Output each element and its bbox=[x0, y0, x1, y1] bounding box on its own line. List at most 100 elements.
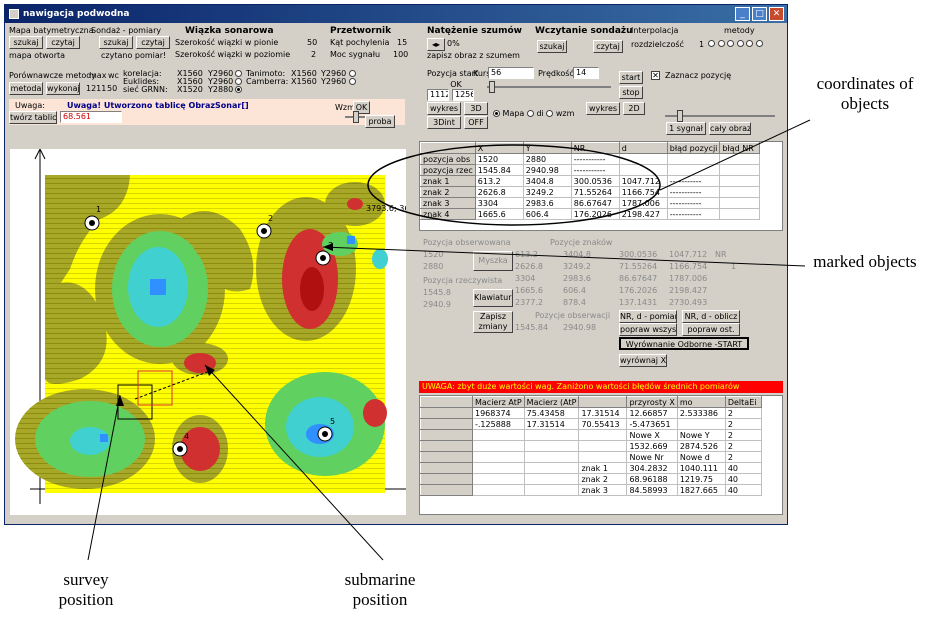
table-row[interactable]: pozycja rzec 1545.84 2940.98 ----------- bbox=[420, 164, 761, 176]
kurs-input[interactable]: 56 bbox=[488, 67, 534, 79]
pozycja-start-label: Pozycja start bbox=[427, 69, 479, 78]
2d-button[interactable]: 2D bbox=[623, 102, 645, 115]
callout-submarine: submarine position bbox=[344, 570, 416, 609]
radio-tanimoto[interactable] bbox=[349, 69, 356, 78]
stop-button[interactable]: stop bbox=[619, 86, 643, 99]
table-cell[interactable] bbox=[420, 484, 473, 496]
marker-4: 4 bbox=[172, 432, 189, 457]
maximize-icon[interactable]: □ bbox=[752, 7, 767, 21]
y-axis-arrow bbox=[34, 147, 46, 160]
znak-value: 878.4 bbox=[563, 298, 586, 307]
uwaga-label: Uwaga: bbox=[15, 101, 45, 110]
marked-objects: 1 2 3 4 5 bbox=[84, 205, 335, 457]
szukaj-map-button[interactable]: szukaj bbox=[9, 36, 43, 49]
znak-value: 71.55264 bbox=[619, 262, 658, 271]
szumy-spinner[interactable]: ◂▸ bbox=[427, 38, 445, 51]
obs-x: 1520 bbox=[423, 250, 444, 259]
proba-button[interactable]: proba bbox=[365, 115, 395, 128]
sonar-map-svg[interactable]: 1 2 3 4 5 3793.6; 3642 bbox=[10, 147, 420, 515]
predkosc-input[interactable]: 14 bbox=[573, 67, 599, 79]
coord-readout: 3793.6; 3642 bbox=[366, 204, 406, 213]
znak-value: 3304 bbox=[515, 274, 536, 283]
table-cell[interactable]: 2198.427 bbox=[618, 208, 668, 220]
marker-5-label: 5 bbox=[330, 417, 335, 426]
table-cell[interactable]: 84.58993 bbox=[626, 484, 678, 496]
metody-radios[interactable] bbox=[708, 39, 763, 48]
nr-pomiar-button[interactable]: NR, d - pomiar bbox=[619, 310, 677, 323]
obs-y: 2880 bbox=[423, 262, 444, 271]
table-cell[interactable]: 606.4 bbox=[522, 208, 572, 220]
wc-label: wc bbox=[108, 71, 119, 80]
zapisz-szum-label[interactable]: zapisz obraz z szumem bbox=[427, 51, 520, 60]
sonar-map-plot[interactable]: 1 2 3 4 5 3793.6; 3642 bbox=[10, 147, 420, 515]
radio-camberra[interactable] bbox=[349, 77, 356, 86]
3d-button[interactable]: 3D bbox=[464, 102, 488, 115]
view-radios[interactable]: Mapa di wzm bbox=[493, 109, 574, 118]
table-row[interactable]: znak 3 84.58993 1827.665 40 bbox=[420, 484, 762, 496]
myszka-button[interactable]: Myszka bbox=[473, 251, 513, 271]
znak-value: 606.4 bbox=[563, 286, 586, 295]
signal-slider[interactable] bbox=[665, 110, 775, 122]
czytaj-sondaz-button[interactable]: czytaj bbox=[136, 36, 170, 49]
table-row[interactable]: znak 4 1665.6 606.4 176.2026 2198.427 -------… bbox=[420, 208, 761, 220]
zaznacz-checkbox[interactable]: ✕ bbox=[651, 71, 660, 80]
marker-2-label: 2 bbox=[268, 214, 273, 223]
uwaga-text: Uwaga! Utworzono tablicę ObrazSonar[] bbox=[67, 101, 249, 110]
szukaj-sondaz2-button[interactable]: szukaj bbox=[537, 40, 567, 53]
marker-4-label: 4 bbox=[184, 432, 189, 441]
submarine-position-box bbox=[137, 370, 173, 406]
3dint-button[interactable]: 3Dint bbox=[427, 116, 461, 129]
wykonaj-button[interactable]: wykonaj bbox=[46, 82, 80, 95]
kurs-slider[interactable] bbox=[487, 81, 611, 93]
table-row[interactable]: znak 2 2626.8 3249.2 71.55264 1166.754 ------… bbox=[420, 186, 761, 198]
table-cell[interactable]: znak 4 bbox=[420, 208, 476, 220]
table-cell[interactable]: 40 bbox=[724, 484, 762, 496]
wyrownanie-button[interactable]: Wyrównanie Odborne -START bbox=[619, 337, 749, 350]
radio-grnn[interactable] bbox=[235, 85, 242, 94]
nr-oblicz-button[interactable]: NR, d - oblicz bbox=[682, 310, 740, 323]
znak-value: 2730.493 bbox=[669, 298, 708, 307]
1-sygnal-button[interactable]: 1 sygnał bbox=[666, 122, 706, 135]
wzm-ok-button[interactable]: OK bbox=[353, 101, 370, 114]
klawiatura-button[interactable]: Klawiatura bbox=[473, 289, 513, 307]
minimize-icon[interactable]: _ bbox=[735, 7, 750, 21]
korelacja-label: korelacja: bbox=[123, 69, 162, 78]
close-icon[interactable]: ✕ bbox=[769, 7, 784, 21]
radio-euklides[interactable] bbox=[235, 77, 242, 86]
czytaj-sondaz2-button[interactable]: czytaj bbox=[593, 40, 623, 53]
table-row[interactable]: znak 1 304.2832 1040.111 40 bbox=[420, 462, 762, 474]
off-button[interactable]: OFF bbox=[464, 116, 488, 129]
euklides-label: Euklides: bbox=[123, 77, 160, 86]
tworz-tablice-button[interactable]: twórz tablice bbox=[9, 111, 57, 124]
wyrownaj-xy-button[interactable]: wyrównaj XY bbox=[619, 354, 667, 367]
popraw-wszyst-button[interactable]: popraw wszyst. bbox=[619, 323, 677, 336]
znak-value: 1665.6 bbox=[515, 286, 543, 295]
szukaj-sondaz-button[interactable]: szukaj bbox=[99, 36, 133, 49]
start-button[interactable]: start bbox=[619, 71, 643, 84]
marker-2: 2 bbox=[256, 214, 273, 239]
korelacja-y: Y2960 bbox=[208, 69, 234, 78]
table-cell[interactable] bbox=[719, 208, 761, 220]
start-y-input[interactable]: 1256 bbox=[452, 89, 474, 101]
wykres2-button[interactable]: wykres bbox=[586, 102, 620, 115]
caly-obraz-button[interactable]: cały obraz bbox=[709, 122, 751, 135]
table-row[interactable]: znak 2 68.96188 1219.75 40 bbox=[420, 473, 762, 485]
popraw-ost-button[interactable]: popraw ost. bbox=[682, 323, 740, 336]
radio-korelacja[interactable] bbox=[235, 69, 242, 78]
kurs-label: Kurs bbox=[473, 69, 491, 78]
title-bar[interactable]: nawigacja podwodna bbox=[5, 5, 787, 23]
zapisz-zmiany-button[interactable]: Zapisz zmiany bbox=[473, 311, 513, 333]
wykres-button[interactable]: wykres bbox=[427, 102, 461, 115]
znak-value: 137.1431 bbox=[619, 298, 658, 307]
wc-value: 50 bbox=[107, 84, 118, 93]
metoda-button[interactable]: metoda bbox=[9, 82, 43, 95]
pos-ok-button[interactable]: OK bbox=[450, 80, 462, 89]
top-x: 613.2 bbox=[515, 250, 538, 259]
tanimoto-y: Y2960 bbox=[321, 69, 347, 78]
start-x-input[interactable]: 1112 bbox=[427, 89, 449, 101]
table-row[interactable]: znak 3 3304 2983.6 86.67647 1787.006 --------… bbox=[420, 197, 761, 209]
czytaj-map-button[interactable]: czytaj bbox=[46, 36, 80, 49]
